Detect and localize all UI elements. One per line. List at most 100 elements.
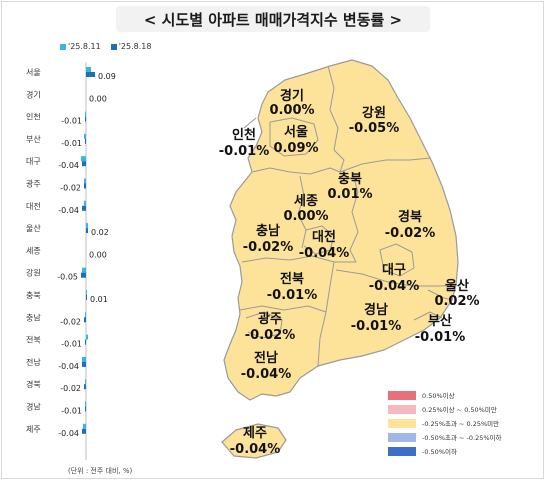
bar-week1 [86,67,91,72]
boundary-gangwon-south [339,157,431,173]
map-label-gyeonggi-value: 0.00% [269,103,314,118]
boundary-jeonbuk-jeonnam [239,305,327,313]
map-label-chungbuk-name: 충북 [338,171,362,187]
value-label: -0.02 [60,317,81,326]
legend-swatch-week1 [60,43,66,50]
mainland-shape [223,59,459,401]
map-legend-row: -0.25%초과 ~ 0.25%미만 [388,416,502,430]
bar-week1 [85,379,86,385]
value-label: -0.02 [60,184,81,193]
bar-week1 [84,133,86,139]
value-label: 0.00 [89,94,107,103]
boundary-chungnam-chungbuk [297,175,307,249]
map-label-gangwon-value: -0.05% [349,121,400,136]
value-label: -0.05 [57,273,78,282]
bar-week1 [83,423,86,429]
category-label: 경남 [26,402,41,412]
map-legend-row: -0.50%이하 [388,444,502,458]
value-label: -0.02 [60,384,81,393]
map-label-daejeon-value: -0.04% [299,246,350,261]
bar-week1 [86,334,88,340]
map-label-jeonnam-value: -0.04% [241,367,292,382]
category-label: 대전 [26,201,41,211]
map-label-ulsan-name: 울산 [445,278,469,294]
map-legend-row: 0.25%이상 ~ 0.50%미만 [388,402,502,416]
value-label: 0.02 [91,228,109,237]
value-label: -0.01 [61,340,82,349]
map-label-incheon-value: -0.01% [219,144,270,159]
map-label-gangwon-name: 강원 [362,105,386,121]
map-label-jeonbuk-name: 전북 [280,271,304,287]
map-label-chungnam-name: 충남 [256,223,280,239]
legend-label-week1: '25.8.11 [68,42,101,51]
value-label: -0.01 [61,139,82,148]
bar-week2 [81,272,86,278]
legend-item-week1: '25.8.11 [60,42,101,51]
map-legend-swatch [388,404,416,414]
boundary-gyeonggi-gangwon [327,65,345,173]
boundary-ulsan [427,289,453,301]
map-legend: 0.50%이상 0.25%이상 ~ 0.50%미만 -0.25%초과 ~ 0.2… [388,388,502,458]
value-label: 0.01 [90,295,108,304]
value-label: -0.01 [61,117,82,126]
map-label-jeju-name: 제주 [243,426,267,441]
legend-item-week2: '25.8.18 [110,42,151,51]
map-label-ulsan-value: 0.02% [434,294,479,309]
bar-week2 [82,161,86,167]
bar-week2 [86,295,87,300]
map-labels: 경기 0.00% 강원 -0.05% 인천 -0.01% 서울 0.09% 충북… [219,88,480,457]
value-label: 0.00 [89,250,107,259]
bar-week1 [84,178,86,184]
map-legend-label: 0.25%이상 ~ 0.50%미만 [422,406,497,414]
category-label: 경북 [26,379,41,389]
boundary-daejeon [303,225,335,255]
map-legend-swatch [388,446,416,456]
bar-week1 [82,267,86,273]
bar-week2 [84,317,86,323]
legend-swatch-week2 [110,43,117,50]
map-label-seoul-value: 0.09% [273,141,318,156]
map-label-jeonnam-name: 전남 [254,350,278,366]
category-label: 세종 [26,246,41,255]
boundary-daegu [379,243,415,277]
bar-week2 [85,406,86,412]
map-label-gyeongnam-value: -0.01% [351,319,402,334]
category-label: 서울 [26,68,41,77]
value-label: -0.04 [58,161,79,170]
bar-week1 [82,356,86,362]
map-legend-label: -0.50%이하 [422,448,457,456]
category-label: 제주 [26,425,41,434]
bar-week1 [86,223,88,229]
map-label-chungbuk-value: 0.01% [327,187,372,202]
category-label: 대구 [26,157,41,166]
boundary-jeonbuk-north [241,255,356,263]
map-label-jeonbuk-value: -0.01% [267,288,318,303]
value-label: -0.01 [61,407,82,416]
map-label-seoul-name: 서울 [284,124,308,140]
bar-week1 [81,156,86,162]
value-label: -0.04 [58,429,79,438]
map-label-daejeon-name: 대전 [312,229,336,245]
map-label-busan-name: 부산 [428,313,452,329]
bar-week2 [82,428,86,434]
bar-week2 [84,384,86,390]
map-label-daegu-name: 대구 [382,263,406,278]
value-label: 0.09 [98,72,116,81]
bar-week1 [85,111,86,117]
bar-week1 [86,290,87,295]
bar-week2 [84,183,86,189]
category-label: 전북 [26,335,41,345]
jeju-shape [221,423,287,459]
category-label: 부산 [26,134,41,144]
boundary-gwangju [245,311,283,339]
category-label: 충남 [26,313,41,322]
map-label-gyeonggi-name: 경기 [280,88,304,104]
bar-week2 [85,138,86,144]
map-label-busan-value: -0.01% [415,330,466,345]
map-label-gwangju-value: -0.02% [245,328,296,343]
map-legend-row: 0.50%이상 [388,388,502,402]
map-label-gyeongnam-name: 경남 [364,302,388,318]
bar-week1 [85,312,86,318]
